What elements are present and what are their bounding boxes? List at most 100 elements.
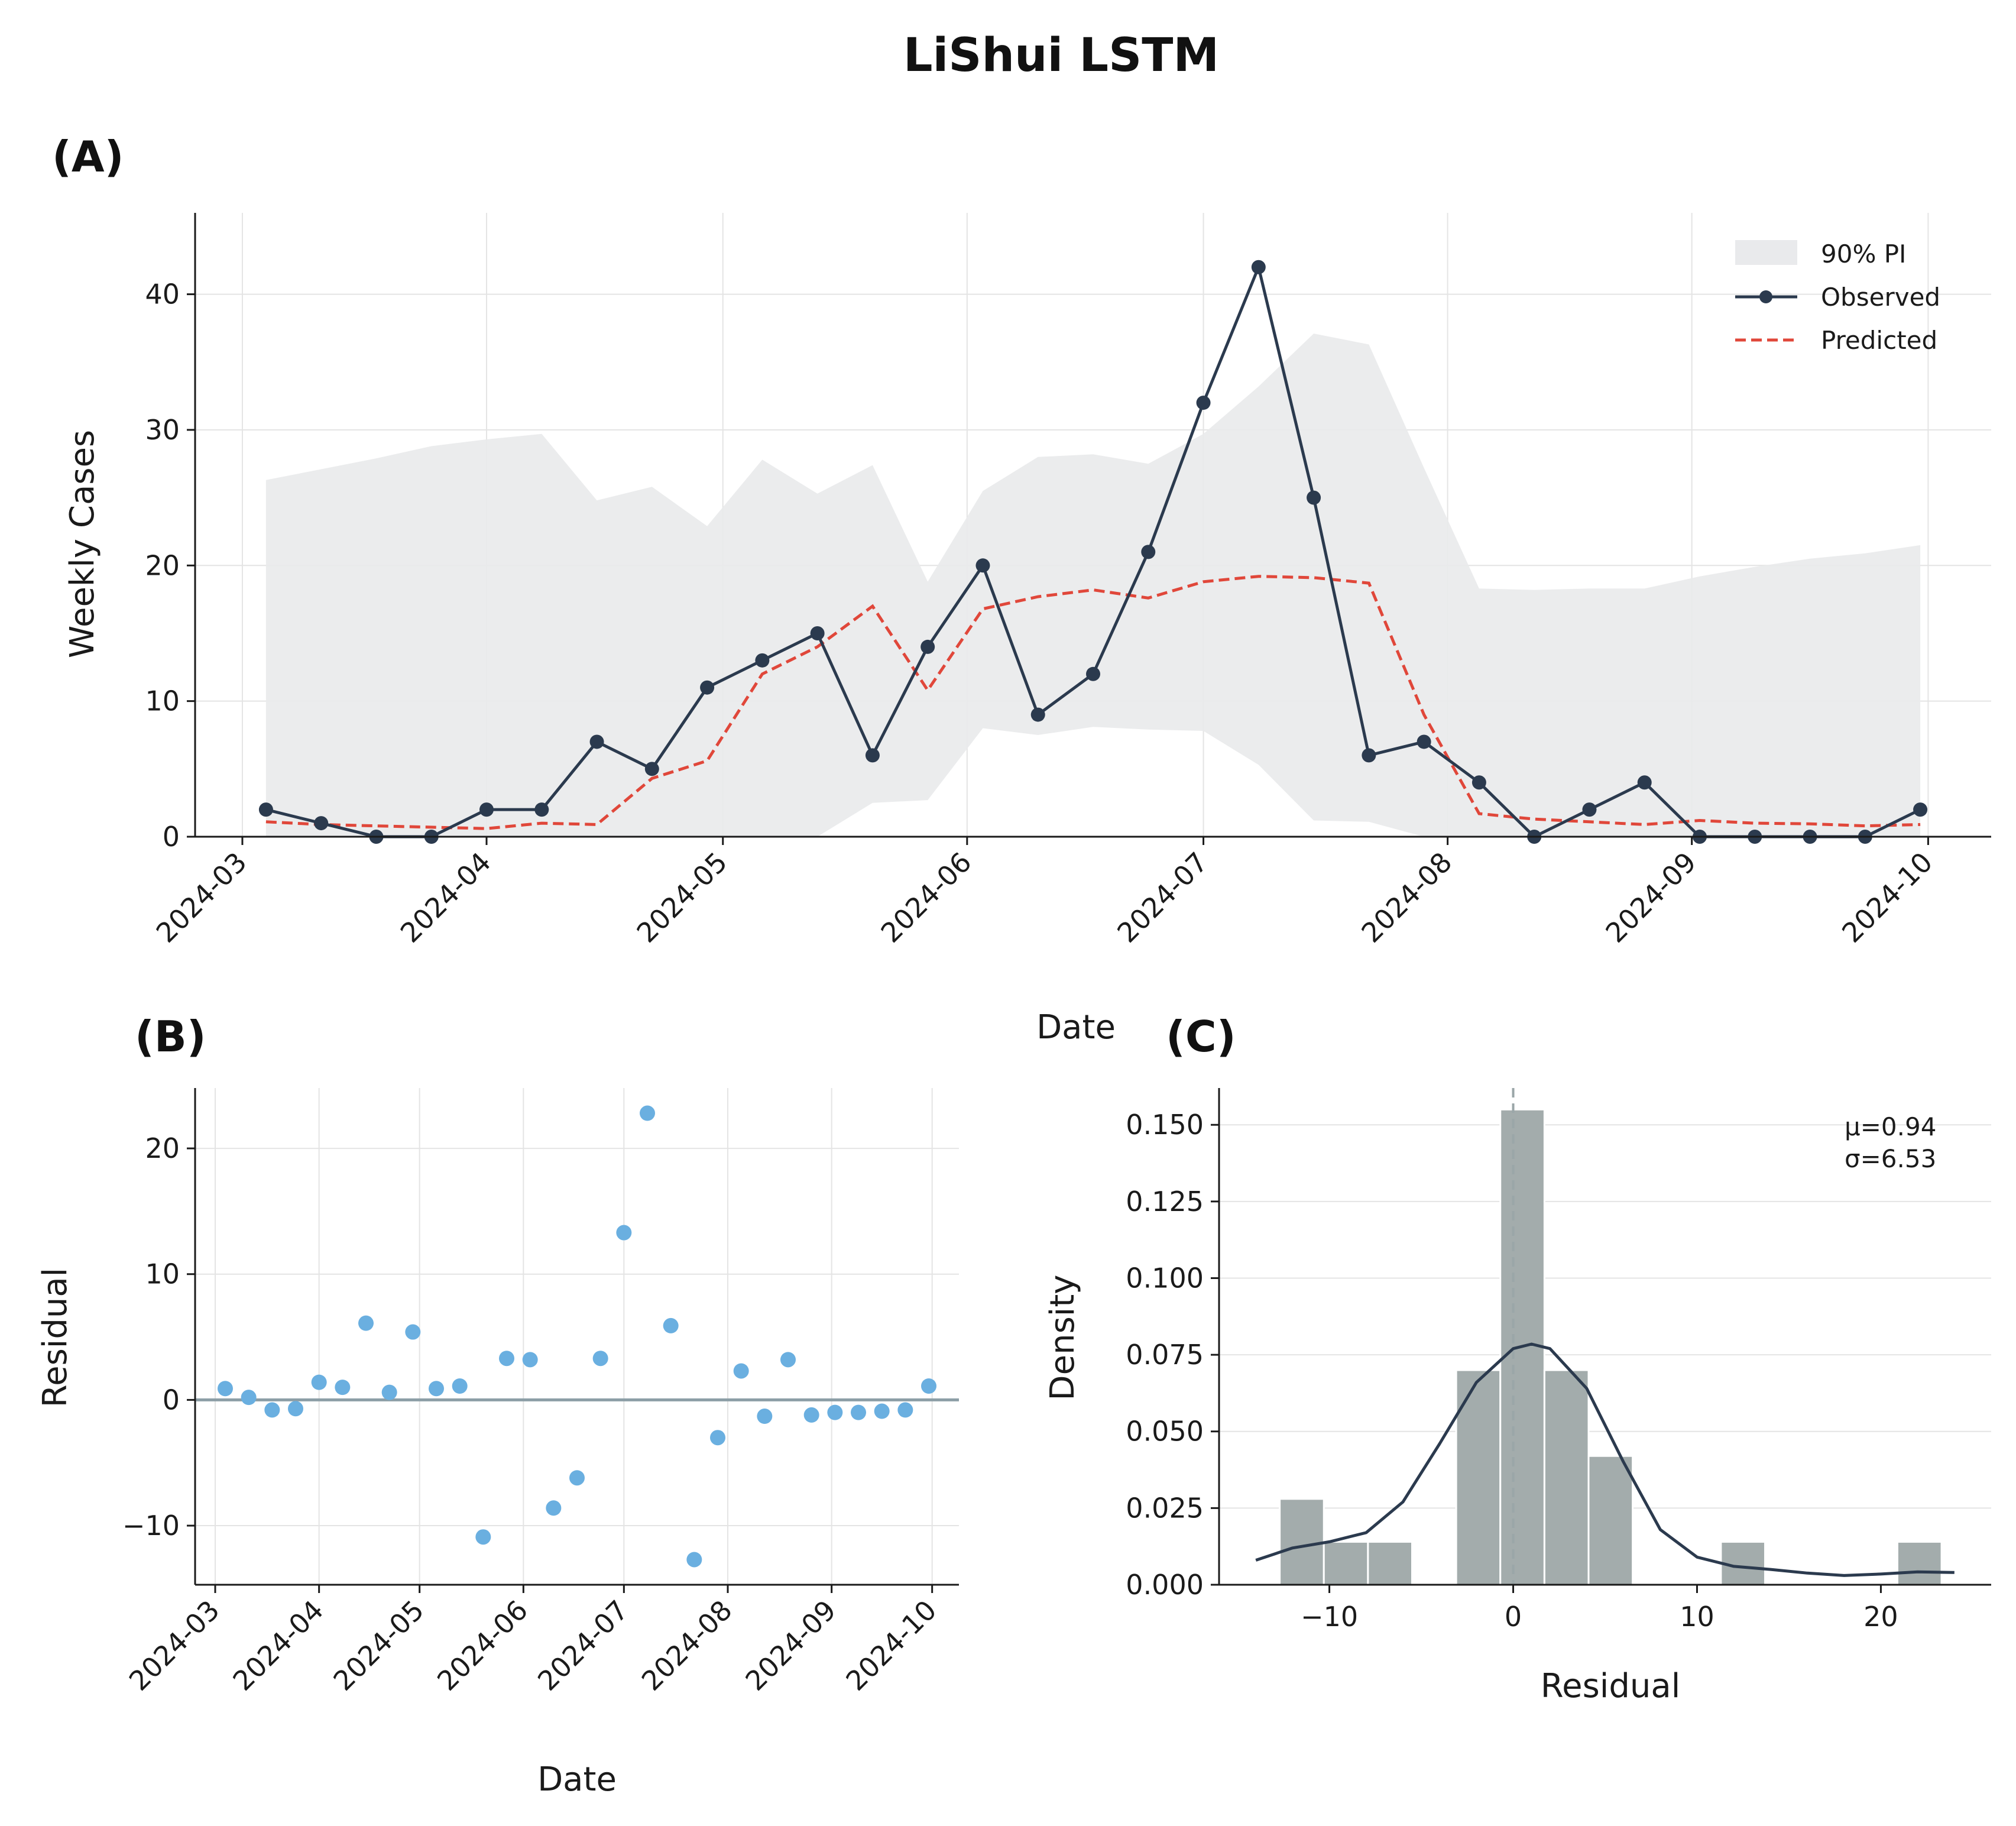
panel-b-residual-point [569,1470,585,1486]
panel-a-xtick-label: 2024-05 [630,846,733,949]
panel-a-observed-point [314,816,329,831]
panel-a-xtick-label: 2024-04 [394,846,497,949]
panel-c-hist-bar [1367,1540,1413,1586]
panel-c-hist-bar [1543,1369,1590,1586]
panel-a-observed-point [1417,734,1431,749]
panel-a-xlabel: Date [1036,1008,1116,1047]
panel-b-residual-point [592,1351,608,1367]
panel-c-ytick-label: 0.125 [1126,1186,1204,1218]
panel-b-residual-point [921,1378,936,1394]
panel-a-xtick-label: 2024-07 [1111,846,1214,949]
panel-a-ytick-label: 0 [163,821,180,853]
panel-c-label: (C) [1166,1012,1236,1061]
panel-a-plot: 0 10 20 30 40 2024-03 2024-04 2024-05 2024-06 202… [145,213,1991,949]
panel-b-residual-point [358,1315,374,1331]
panel-a-observed-point [258,802,273,817]
panel-a-observed-point [755,653,770,668]
panel-b-residual-point [288,1401,303,1417]
panel-c-ytick-label: 0.050 [1126,1416,1204,1448]
panel-b-residual-point [757,1409,773,1424]
panel-a-xtick-label: 2024-06 [874,846,977,949]
panel-c-ytick-label: 0.150 [1126,1109,1204,1141]
panel-a-observed-point [479,802,494,817]
panel-a-observed-point [1637,775,1652,790]
panel-b-xtick-label: 2024-09 [739,1594,842,1697]
panel-c-ylabel: Density [1043,1275,1082,1401]
panel-a-xtick-label: 2024-08 [1355,846,1458,949]
panel-a-observed-point [1141,545,1156,559]
panel-c-xtick-label: 20 [1863,1601,1898,1633]
panel-a-pi-band [265,334,1921,837]
panel-a-ytick-label: 30 [145,414,180,446]
panel-a-ylabel: Weekly Cases [63,430,102,658]
panel-a-predicted-line [265,575,1921,830]
panel-b-ylabel: Residual [36,1268,74,1408]
panel-a-observed-point [975,558,990,573]
panel-b-residual-point [522,1352,538,1368]
panel-b-residual-point [897,1402,913,1418]
legend-observed-label: Observed [1821,283,1940,312]
panel-a-ytick-label: 40 [145,279,180,310]
panel-b-residual-point [874,1403,890,1419]
panel-b-residual-point [686,1552,702,1568]
panel-b-residual-point [429,1381,444,1397]
panel-a-observed-point [589,734,604,749]
panel-a-observed-point [921,639,935,654]
panel-a-xtick-label: 2024-10 [1836,846,1939,949]
panel-c-xlabel: Residual [1541,1667,1681,1705]
panel-a-observed-point [1582,802,1597,817]
panel-a-observed-point [865,748,880,763]
panel-b-residual-point [335,1380,351,1396]
panel-a-xtick-label: 2024-09 [1599,846,1702,949]
panel-b-residual-point [381,1384,397,1400]
panel-b-ytick-label: −10 [122,1510,180,1542]
panel-b-xtick-label: 2024-05 [327,1594,430,1697]
panel-c-ytick-label: 0.025 [1126,1492,1204,1524]
panel-a-observed-point [1196,396,1211,410]
panel-b-residual-point [218,1381,233,1397]
panel-c-plot: 0.000 0.025 0.050 0.075 0.100 0.125 0.150 −10 0 1… [1126,1088,1991,1633]
panel-b-residual-point [663,1317,679,1333]
panel-c-ytick-label: 0.075 [1126,1339,1204,1371]
panel-c-hist-bar [1896,1540,1943,1586]
panel-b-xtick-label: 2024-04 [226,1594,329,1697]
panel-a-observed-point [644,762,659,776]
panel-c-hist-bar [1279,1498,1325,1586]
panel-a-observed-point [700,680,715,695]
panel-c-hist-bar [1323,1540,1369,1586]
panel-a-observed-point [810,626,825,640]
panel-c-kde-curve [1255,1342,1955,1577]
panel-b-label: (B) [135,1012,206,1061]
panel-b-residual-point [311,1374,327,1390]
legend-pi-swatch [1735,240,1797,265]
legend-observed-marker [1759,290,1772,303]
panel-a-observed-point [1251,260,1266,274]
panel-c-xtick-label: −10 [1301,1601,1358,1633]
panel-b-residual-point [710,1430,725,1446]
panel-c-hist-bar [1720,1540,1767,1586]
panel-a-observed-point [1030,707,1045,722]
panel-b-residual-point [827,1404,843,1420]
panel-b-residual-point [616,1225,632,1241]
panel-a-observed-point [1086,666,1100,681]
panel-a-observed-point [1307,490,1321,505]
panel-b-residual-point [241,1390,257,1406]
panel-b-xtick-label: 2024-06 [431,1594,534,1697]
legend-pi-label: 90% PI [1821,239,1906,268]
panel-a-label: (A) [52,132,124,182]
panel-b-residual-point [851,1404,866,1420]
panel-b-residual-point [264,1402,280,1418]
panel-a-ytick-label: 20 [145,549,180,581]
panel-b-residual-point [733,1363,749,1379]
panel-b-residual-point [499,1351,514,1367]
panel-b-xtick-label: 2024-07 [531,1594,634,1697]
panel-b-residual-point [452,1378,468,1394]
panel-b-xtick-label: 2024-08 [636,1594,738,1697]
panel-b-xlabel: Date [537,1760,617,1799]
panel-c-hist-bar [1587,1455,1634,1586]
panel-a-observed-point [1472,775,1486,790]
panel-b-xtick-label: 2024-10 [840,1594,942,1697]
figure-title: LiShui LSTM [903,29,1219,82]
